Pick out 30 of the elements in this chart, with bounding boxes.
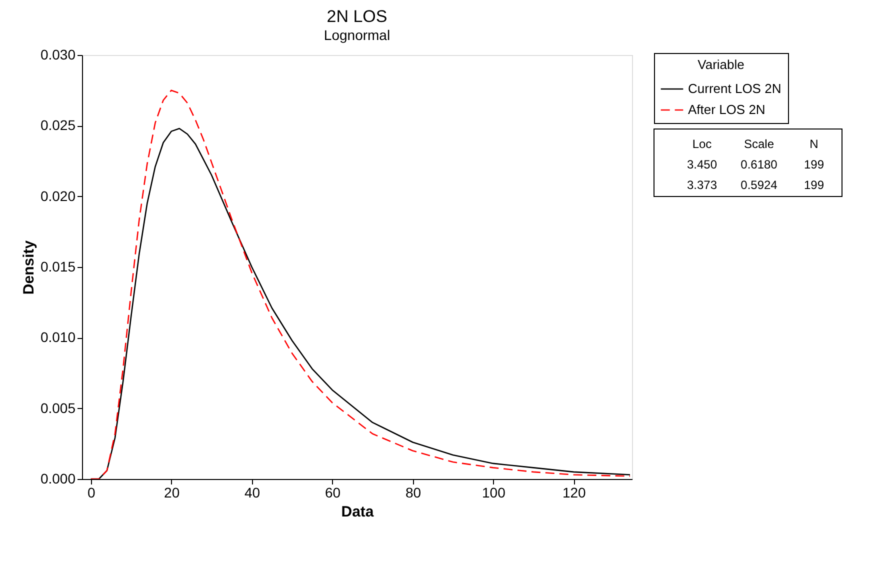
y-axis-title: Density [20,240,38,295]
text: 3.373 [686,178,718,192]
text: 3.450 [686,158,718,172]
text: Loc [692,137,712,151]
x-tick-label: 40 [244,484,260,500]
y-tick-label: 0.020 [40,188,76,204]
text: N [810,137,818,151]
x-tick-label: 100 [482,484,506,500]
x-tick-label: 20 [164,484,180,500]
y-tick-label: 0.025 [40,117,76,134]
text: 0.6180 [740,158,778,172]
chart-subtitle: Lognormal [324,27,390,43]
text: 199 [804,158,824,172]
y-tick-label: 0.005 [40,400,76,416]
text: 0.5924 [740,178,778,192]
text: Scale [744,137,774,151]
legend-title: Variable [698,57,744,72]
x-tick-label: 60 [324,484,341,500]
y-tick-label: 0.015 [40,258,76,274]
x-axis-title: Data [341,504,374,520]
x-tick-label: 80 [405,484,422,500]
y-tick-label: 0.030 [40,46,76,62]
y-tick-label: 0.000 [40,470,76,486]
x-tick-label: 120 [562,484,586,500]
y-tick-label: 0.010 [40,329,76,346]
legend-label: After LOS 2N [688,102,766,117]
x-tick-label: 0 [87,484,96,500]
text: 199 [804,178,824,192]
chart-title: 2N LOS [326,7,388,26]
legend-label: Current LOS 2N [688,81,782,96]
